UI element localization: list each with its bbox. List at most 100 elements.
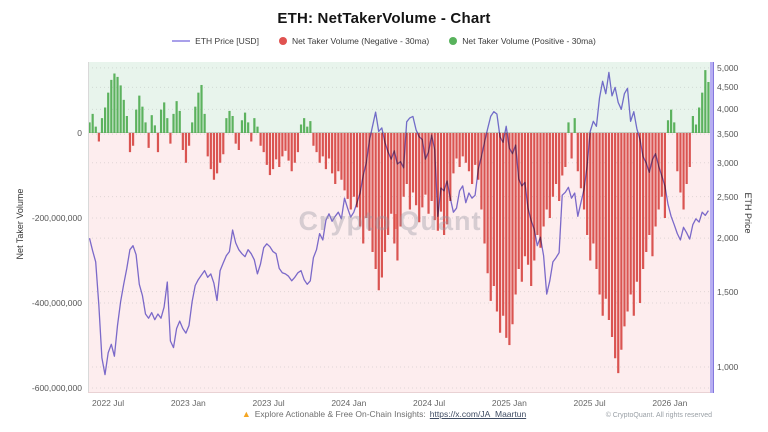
volume-bar [203,113,206,134]
right-axis-tick-label: 4,500 [717,82,739,93]
chart-legend: ETH Price [USD] Net Taker Volume (Negativ… [0,36,768,46]
volume-bar [467,133,471,172]
volume-bar [340,133,343,180]
volume-bar [399,133,402,227]
volume-bar [390,133,393,214]
right-axis-tick-label: 4,000 [717,104,739,115]
volume-bar [573,118,576,134]
volume-bar [461,133,464,157]
volume-bar [253,118,256,134]
volume-bar [312,133,315,146]
volume-bar [617,133,620,374]
volume-bar [337,133,340,172]
volume-bar [181,133,184,150]
left-axis-title: Net Taker Volume [15,188,25,260]
volume-bar [247,122,250,134]
volume-bar [536,133,539,235]
volume-bar [219,133,222,163]
volume-bar [343,133,346,191]
volume-bar [178,110,181,133]
volume-bar [240,120,244,133]
volume-bar [290,133,293,172]
volume-bar [371,133,374,252]
volume-bar [141,106,144,133]
volume-bar [539,133,542,248]
volume-bar [679,133,682,193]
volume-bar [135,109,138,134]
legend-item-1[interactable]: Net Taker Volume (Negative - 30ma) [278,36,429,46]
volume-bar [651,133,654,257]
volume-bar [107,92,110,134]
volume-bar [542,133,545,227]
volume-bar [327,133,331,159]
volume-bar [642,133,645,269]
volume-bar [492,133,495,286]
volume-bar [396,133,399,261]
volume-bar [156,133,160,153]
volume-bar [455,133,458,159]
volume-bar [670,109,673,134]
volume-bar [113,73,116,133]
right-axis-tick-label: 3,000 [717,157,739,168]
volume-bar [604,133,607,299]
volume-bar [424,133,427,195]
volume-bar [387,133,390,235]
volume-bar [526,133,530,265]
volume-bar [480,133,483,210]
volume-bar [231,116,234,133]
volume-bar [694,124,698,133]
volume-bar [629,133,632,295]
volume-bar [169,133,172,144]
legend-label: Net Taker Volume (Positive - 30ma) [462,36,596,46]
volume-bar [576,133,579,172]
volume-bar [707,82,710,133]
volume-bar [595,133,598,269]
right-axis-line [710,62,714,393]
volume-bar [303,118,306,134]
volume-bar [632,133,635,316]
footer-link[interactable]: https://x.com/JA_Maartun [429,409,527,419]
left-axis-tick-label: -400,000,000 [31,298,82,308]
legend-dot-swatch [278,37,287,45]
volume-bar [147,133,150,148]
volume-bar [442,133,446,235]
positive-region-background [88,62,710,133]
volume-bar [215,133,219,174]
volume-bar [564,133,567,167]
volume-bar [570,133,573,159]
volume-bar [293,133,296,163]
volume-bar [427,133,430,214]
volume-bar [234,133,237,144]
volume-bar [530,133,533,286]
volume-bar [446,133,449,225]
left-axis-tick-label: 0 [77,128,82,138]
volume-bar [209,133,212,170]
volume-bar [452,133,455,174]
volume-bar [359,133,362,227]
volume-bar [533,133,536,261]
volume-bar [626,133,629,312]
volume-bar [498,133,502,333]
volume-bar [259,133,262,146]
volume-bar [206,133,209,157]
volume-bar [306,126,309,134]
volume-bar [197,92,200,134]
x-axis-tick-label: 2026 Jan [652,398,688,408]
volume-bar [514,133,517,295]
volume-bar [349,133,352,210]
volume-bar [212,133,216,180]
volume-bar [486,133,489,274]
volume-bar [411,133,415,193]
volume-bar [287,133,290,161]
volume-bar [663,133,666,218]
volume-bar [355,133,359,208]
legend-label: ETH Price [USD] [195,36,259,46]
volume-bar [262,133,265,153]
legend-item-0[interactable]: ETH Price [USD] [172,36,259,46]
volume-bar [104,107,107,133]
volume-bar [377,133,380,291]
legend-item-2[interactable]: Net Taker Volume (Positive - 30ma) [449,36,596,46]
volume-bar [520,133,523,282]
volume-bar [225,118,228,134]
